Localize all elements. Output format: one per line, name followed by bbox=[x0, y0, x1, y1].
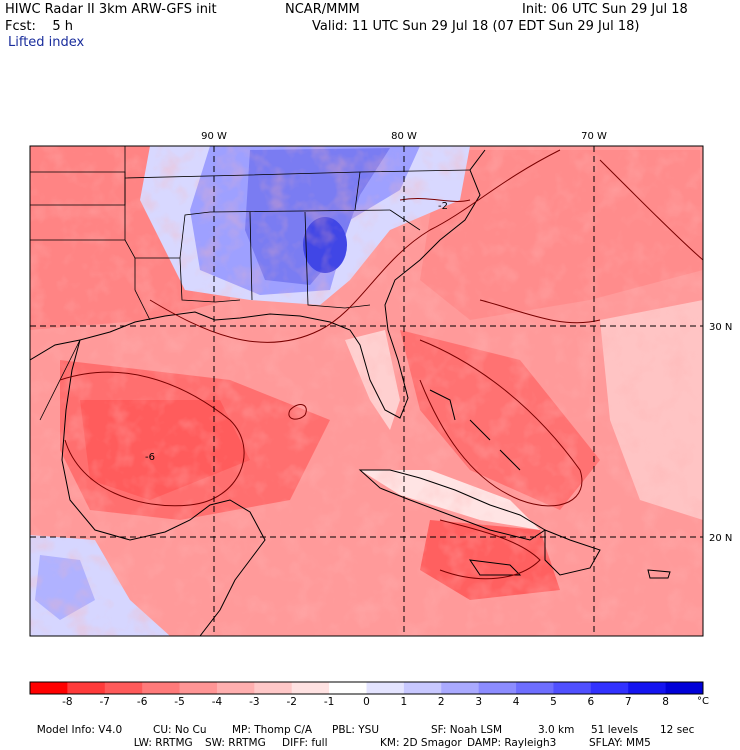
forecast-hour: Fcst: 5 h bbox=[5, 19, 74, 34]
colorbar-swatch bbox=[441, 682, 480, 694]
colorbar-swatch bbox=[478, 682, 517, 694]
lon-label: 90 W bbox=[201, 131, 227, 142]
colorbar-tick-label: -5 bbox=[174, 696, 185, 708]
colorbar bbox=[29, 681, 704, 695]
colorbar-tick-label: -6 bbox=[136, 696, 148, 708]
colorbar-swatch bbox=[403, 682, 442, 694]
lat-label: 20 N bbox=[709, 533, 732, 544]
colorbar-tick-label: -3 bbox=[249, 696, 260, 708]
contour-label: -2 bbox=[438, 201, 448, 212]
lon-label: 80 W bbox=[391, 131, 417, 142]
colorbar-tick-label: 4 bbox=[512, 696, 520, 708]
field-name: Lifted index bbox=[8, 35, 85, 50]
init-time: Init: 06 UTC Sun 29 Jul 18 bbox=[522, 2, 688, 17]
colorbar-tick-label: -1 bbox=[323, 696, 335, 708]
colorbar-swatch bbox=[216, 682, 255, 694]
lon-label: 70 W bbox=[581, 131, 607, 142]
colorbar-tick-label: 5 bbox=[550, 696, 557, 708]
contours bbox=[59, 149, 703, 580]
colorbar-tick-label: 0 bbox=[363, 696, 370, 708]
colorbar-swatch bbox=[291, 682, 330, 694]
colorbar-swatch bbox=[366, 682, 405, 694]
coastlines bbox=[30, 149, 671, 636]
colorbar-frame bbox=[29, 681, 704, 695]
field-texture bbox=[30, 146, 703, 636]
colorbar-tick-label: 7 bbox=[624, 696, 632, 708]
colorbar-tick-label: 6 bbox=[587, 696, 595, 708]
lat-label: 30 N bbox=[709, 322, 732, 333]
colorbar-swatch bbox=[67, 682, 106, 694]
lat-lon-grid bbox=[30, 146, 703, 636]
model-info-line-1: Model Info: V4.0 CU: No Cu MP: Thomp C/A PB… bbox=[36, 724, 695, 736]
colorbar-tick-label: 3 bbox=[475, 696, 482, 708]
colorbar-tick-label: -2 bbox=[286, 696, 297, 708]
valid-time: Valid: 11 UTC Sun 29 Jul 18 (07 EDT Sun … bbox=[312, 19, 640, 34]
colorbar-unit: °C bbox=[697, 696, 709, 707]
organization: NCAR/MMM bbox=[285, 2, 360, 17]
colorbar-swatch bbox=[30, 682, 68, 694]
colorbar-tick-label: 2 bbox=[437, 696, 445, 708]
contour-label: -6 bbox=[145, 452, 155, 463]
colorbar-swatch bbox=[628, 682, 667, 694]
model-info-line-2: LW: RRTMG SW: RRTMG DIFF: full KM: 2D Smago… bbox=[133, 737, 651, 749]
colorbar-swatch bbox=[516, 682, 554, 694]
colorbar-tick-label: -4 bbox=[211, 696, 223, 708]
colorbar-swatch bbox=[665, 682, 704, 694]
map-frame bbox=[29, 145, 704, 637]
colorbar-swatch bbox=[254, 682, 293, 694]
model-title: HIWC Radar II 3km ARW-GFS init bbox=[5, 2, 217, 17]
colorbar-swatch bbox=[329, 682, 367, 694]
colorbar-swatch bbox=[179, 682, 218, 694]
colorbar-tick-label: -8 bbox=[62, 696, 73, 708]
colorbar-swatch bbox=[553, 682, 592, 694]
colorbar-tick-label: 8 bbox=[662, 696, 669, 708]
colorbar-swatch bbox=[142, 682, 181, 694]
colorbar-tick-label: 1 bbox=[400, 696, 408, 708]
colorbar-tick-label: -7 bbox=[99, 696, 111, 708]
colorbar-swatch bbox=[590, 682, 629, 694]
colorbar-swatch bbox=[104, 682, 143, 694]
